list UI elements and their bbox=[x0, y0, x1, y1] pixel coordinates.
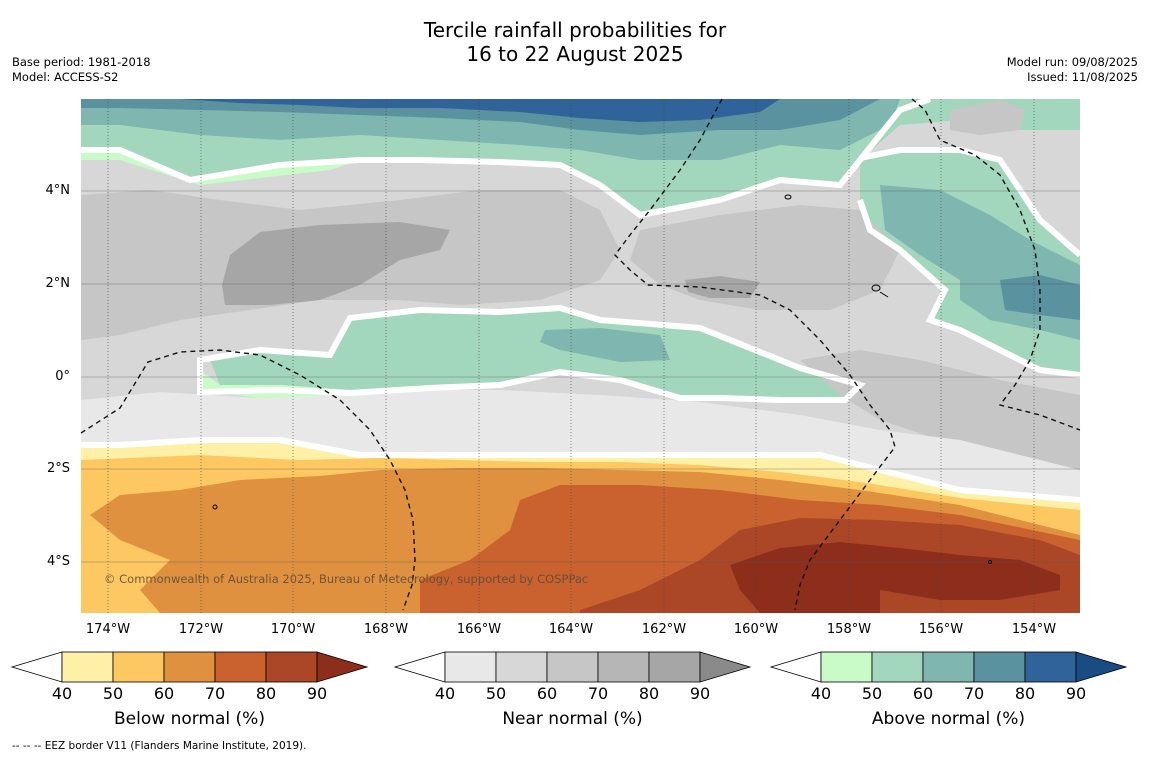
below-90-band bbox=[730, 542, 1060, 613]
near-60-blob-right-top bbox=[950, 100, 1025, 135]
near-60-southeast bbox=[800, 350, 1080, 470]
title-line-1: Tercile rainfall probabilities for bbox=[423, 18, 727, 42]
above-tick-40: 40 bbox=[810, 684, 832, 703]
near-under-triangle bbox=[393, 651, 446, 683]
chart-title: Tercile rainfall probabilities for 16 to… bbox=[0, 18, 1150, 66]
above-tick-70: 70 bbox=[963, 684, 985, 703]
below-normal-title: Below normal (%) bbox=[114, 709, 265, 729]
above-40-fringe-top bbox=[81, 150, 360, 185]
issued-date: Issued: 11/08/2025 bbox=[1027, 70, 1138, 84]
colorbar-below bbox=[10, 651, 369, 683]
lon-label-164w: 164°W bbox=[548, 622, 594, 637]
lon-label-170w: 170°W bbox=[270, 622, 316, 637]
base-period: Base period: 1981-2018 bbox=[12, 55, 151, 69]
meta-right: Model run: 09/08/2025 Issued: 11/08/2025 bbox=[1007, 55, 1138, 85]
near-tick-40: 40 bbox=[434, 684, 456, 703]
near-tick-70: 70 bbox=[587, 684, 609, 703]
near-tick-60: 60 bbox=[536, 684, 558, 703]
colorbar-near bbox=[393, 651, 752, 683]
lon-label-162w: 162°W bbox=[641, 622, 687, 637]
above-tick-60: 60 bbox=[912, 684, 934, 703]
above-tick-90: 90 bbox=[1065, 684, 1087, 703]
above-tick-50: 50 bbox=[861, 684, 883, 703]
below-tick-50: 50 bbox=[102, 684, 124, 703]
boundary-right bbox=[857, 147, 1080, 378]
below-tick-70: 70 bbox=[204, 684, 226, 703]
above-central-band bbox=[210, 310, 850, 398]
lon-label-174w: 174°W bbox=[85, 622, 131, 637]
lat-label-2n: 2°N bbox=[45, 276, 71, 291]
near-normal-title: Near normal (%) bbox=[502, 709, 643, 729]
near-over-triangle bbox=[699, 651, 752, 683]
eez-footnote: -- -- -- EEZ border V11 (Flanders Marine… bbox=[12, 740, 307, 752]
lon-label-160w: 160°W bbox=[733, 622, 779, 637]
below-tick-40: 40 bbox=[51, 684, 73, 703]
above-normal-title: Above normal (%) bbox=[871, 709, 1026, 729]
above-under-triangle bbox=[769, 651, 822, 683]
above-central-60 bbox=[540, 328, 670, 362]
near-tick-90: 90 bbox=[689, 684, 711, 703]
title-line-2: 16 to 22 August 2025 bbox=[466, 42, 684, 66]
near-tick-50: 50 bbox=[485, 684, 507, 703]
above-right-70 bbox=[1000, 275, 1080, 320]
model-name: Model: ACCESS-S2 bbox=[12, 70, 119, 84]
lon-label-158w: 158°W bbox=[826, 622, 872, 637]
above-tick-80: 80 bbox=[1014, 684, 1036, 703]
map-fields bbox=[81, 99, 1080, 613]
islands bbox=[212, 194, 992, 564]
lon-label-172w: 172°W bbox=[178, 622, 224, 637]
eez-borders bbox=[80, 98, 1081, 611]
lon-label-168w: 168°W bbox=[363, 622, 409, 637]
below-over-triangle bbox=[316, 651, 369, 683]
near-tick-80: 80 bbox=[638, 684, 660, 703]
lat-label-2s: 2°S bbox=[46, 461, 70, 476]
model-run: Model run: 09/08/2025 bbox=[1006, 55, 1138, 69]
below-tick-90: 90 bbox=[306, 684, 328, 703]
colorbar-above bbox=[769, 651, 1128, 683]
copyright-notice: © Commonwealth of Australia 2025, Bureau… bbox=[104, 572, 589, 586]
near-40-south bbox=[81, 390, 1080, 500]
below-tick-80: 80 bbox=[255, 684, 277, 703]
lat-label-0: 0° bbox=[55, 369, 70, 384]
below-tick-60: 60 bbox=[153, 684, 175, 703]
below-under-triangle bbox=[10, 651, 63, 683]
boundary-top bbox=[81, 99, 932, 219]
lon-label-166w: 166°W bbox=[456, 622, 502, 637]
above-over-triangle bbox=[1075, 651, 1128, 683]
meta-left: Base period: 1981-2018 Model: ACCESS-S2 bbox=[12, 55, 151, 85]
lat-label-4n: 4°N bbox=[45, 183, 71, 198]
above-70-top bbox=[180, 99, 780, 122]
boundary-south bbox=[81, 437, 1080, 503]
lat-gridlines bbox=[81, 190, 1080, 563]
lon-label-154w: 154°W bbox=[1011, 622, 1057, 637]
boundary-central bbox=[197, 304, 866, 403]
lat-label-4s: 4°S bbox=[46, 554, 70, 569]
lon-label-156w: 156°W bbox=[918, 622, 964, 637]
